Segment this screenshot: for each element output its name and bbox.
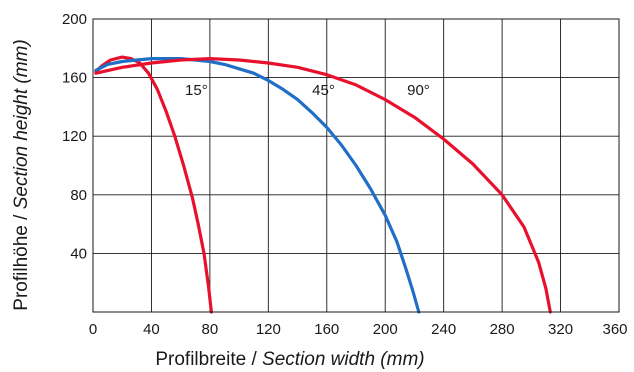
plot-frame bbox=[92, 18, 620, 313]
x-tick-label: 280 bbox=[490, 321, 515, 338]
y-tick-label: 40 bbox=[70, 245, 87, 262]
x-tick-label: 160 bbox=[314, 321, 339, 338]
x-tick-label: 40 bbox=[143, 321, 160, 338]
x-tick-label: 0 bbox=[89, 321, 97, 338]
x-tick-label: 360 bbox=[602, 321, 627, 338]
y-axis-title-plain: Profilhöhe / bbox=[11, 209, 32, 310]
series-label-2: 45° bbox=[312, 82, 335, 99]
x-tick-label: 120 bbox=[256, 321, 281, 338]
tick-labels: 0 40 80 120 160 200 240 280 320 360 40 80 120 160 200 bbox=[62, 11, 628, 338]
series-label-3: 90° bbox=[407, 82, 430, 99]
x-axis-title-plain: Profilbreite / bbox=[155, 349, 262, 370]
x-tick-label: 320 bbox=[548, 321, 573, 338]
y-tick-label: 200 bbox=[62, 11, 87, 28]
x-axis-title: Profilbreite / Section width (mm) bbox=[155, 349, 424, 370]
series-line-2 bbox=[94, 56, 421, 314]
series-label-1: 15° bbox=[185, 82, 208, 99]
series-annotations: 15° 45° 90° bbox=[185, 82, 430, 99]
y-tick-label: 80 bbox=[70, 187, 87, 204]
x-axis-title-italic: Section width (mm) bbox=[262, 349, 425, 370]
y-tick-label: 160 bbox=[62, 70, 87, 87]
x-tick-label: 240 bbox=[431, 321, 456, 338]
y-axis-title-italic: Section height (mm) bbox=[11, 39, 32, 209]
series-line-3 bbox=[94, 56, 552, 314]
x-tick-label: 80 bbox=[202, 321, 219, 338]
grid-lines bbox=[93, 19, 619, 312]
data-series bbox=[94, 55, 552, 314]
series-line-1 bbox=[94, 55, 213, 314]
y-axis-title: Profilhöhe / Section height (mm) bbox=[11, 39, 32, 310]
x-tick-label: 200 bbox=[373, 321, 398, 338]
y-tick-label: 120 bbox=[62, 128, 87, 145]
